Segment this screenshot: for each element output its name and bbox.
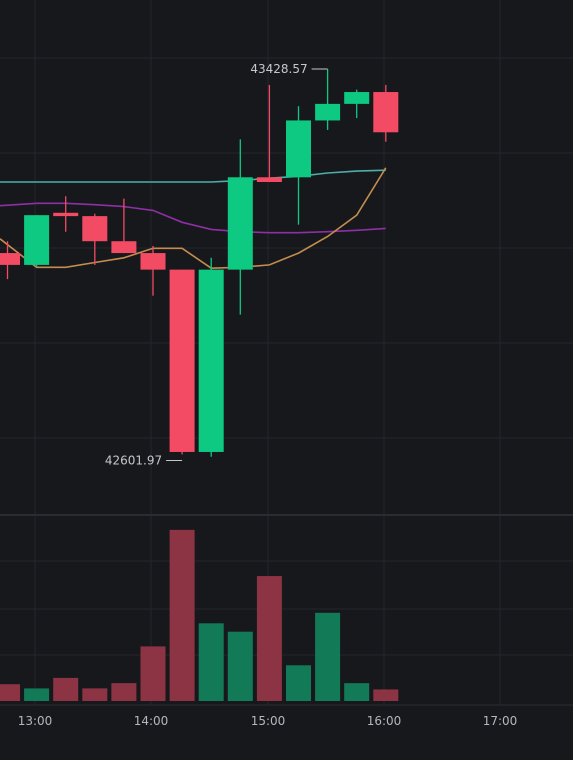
- volume-bar: [256, 576, 282, 701]
- volume-bar: [82, 688, 108, 701]
- volume-bar: [53, 677, 79, 701]
- moving-average-line: [0, 167, 387, 270]
- volume-bar: [169, 529, 195, 701]
- time-axis[interactable]: 13:00 14:00 15:00 16:00 17:00: [18, 714, 518, 728]
- candlestick-series: [0, 69, 399, 457]
- candle-body: [256, 177, 282, 183]
- time-tick-label: 15:00: [251, 714, 286, 728]
- volume-bar: [24, 688, 50, 701]
- candle: [82, 213, 108, 265]
- candle: [198, 257, 224, 457]
- candle: [227, 139, 253, 315]
- volume-bar: [140, 646, 166, 701]
- candle-body: [315, 103, 341, 121]
- candle: [373, 84, 399, 142]
- candle: [0, 241, 20, 280]
- candle: [286, 106, 311, 225]
- volume-bar: [0, 684, 20, 701]
- candle-body: [140, 253, 166, 270]
- candle-body: [344, 92, 370, 104]
- candle-body: [286, 120, 311, 178]
- candle: [344, 89, 370, 119]
- candle-body: [82, 216, 108, 242]
- volume-bar: [315, 612, 341, 701]
- candle-body: [198, 269, 224, 452]
- candle-body: [111, 241, 137, 254]
- high-price-label: 43428.57: [250, 62, 307, 76]
- low-price-label: 42601.97: [105, 454, 162, 468]
- candle: [140, 245, 166, 296]
- volume-bar: [286, 665, 311, 701]
- volume-bar: [373, 689, 399, 701]
- candle: [256, 84, 282, 183]
- candle-body: [373, 92, 399, 133]
- candle-body: [169, 269, 195, 452]
- candle-body: [0, 253, 20, 265]
- candle-body: [53, 212, 79, 217]
- moving-averages: [0, 167, 387, 270]
- volume-pane: [0, 529, 399, 701]
- candle: [24, 215, 50, 268]
- time-tick-label: 16:00: [367, 714, 402, 728]
- volume-bar: [111, 683, 137, 701]
- candle-body: [24, 215, 50, 265]
- candle: [53, 196, 79, 232]
- time-tick-label: 14:00: [134, 714, 169, 728]
- volume-bar: [227, 631, 253, 701]
- moving-average-line: [0, 202, 386, 234]
- time-tick-label: 17:00: [483, 714, 518, 728]
- price-annotations: 43428.57 42601.97: [105, 62, 328, 468]
- candle: [315, 69, 341, 130]
- candle-body: [227, 177, 253, 270]
- candle: [111, 198, 137, 254]
- time-tick-label: 13:00: [18, 714, 53, 728]
- moving-average-line: [0, 169, 386, 183]
- volume-bar: [198, 623, 224, 701]
- volume-bar: [344, 683, 370, 701]
- candle: [169, 269, 195, 455]
